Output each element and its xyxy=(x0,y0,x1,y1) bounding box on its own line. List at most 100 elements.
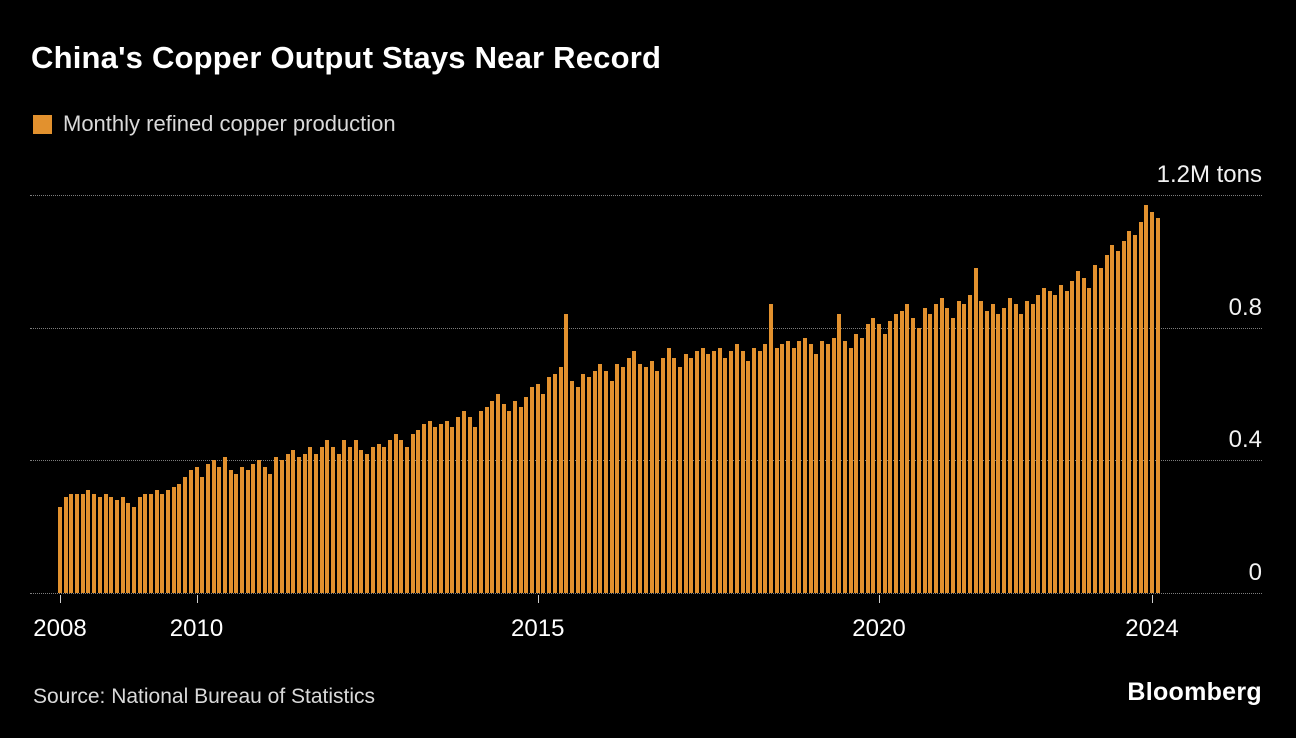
bar xyxy=(649,360,654,593)
bar xyxy=(154,490,159,593)
bar xyxy=(86,490,91,593)
bar xyxy=(137,496,142,593)
bar xyxy=(1081,277,1086,593)
bar xyxy=(1036,294,1041,593)
bar xyxy=(1024,301,1029,593)
bar xyxy=(592,370,597,593)
bar xyxy=(882,334,887,593)
bar xyxy=(854,334,859,593)
bar xyxy=(1059,284,1063,593)
bar xyxy=(501,403,506,593)
bar xyxy=(1115,251,1120,593)
bar xyxy=(456,417,461,593)
bar xyxy=(1104,254,1109,593)
bar xyxy=(450,427,455,593)
legend: Monthly refined copper production xyxy=(33,111,396,137)
bar xyxy=(774,347,779,593)
bar xyxy=(1076,271,1081,593)
bar xyxy=(894,314,899,593)
bar xyxy=(979,301,984,593)
bar xyxy=(427,420,432,593)
bar xyxy=(928,314,933,593)
bar xyxy=(598,364,603,593)
x-axis-label: 2010 xyxy=(169,615,224,642)
bar xyxy=(262,466,267,593)
bar xyxy=(1007,297,1012,593)
bar xyxy=(899,311,904,593)
bar xyxy=(1041,287,1046,593)
y-axis-label: 0 xyxy=(1248,559,1262,586)
bar xyxy=(689,357,694,593)
bar xyxy=(797,340,802,593)
bar xyxy=(1110,244,1115,593)
bar xyxy=(160,493,165,593)
bar xyxy=(945,307,950,593)
bar xyxy=(712,350,717,593)
bar xyxy=(1030,304,1035,593)
x-axis-label: 2015 xyxy=(511,615,565,642)
bar xyxy=(183,476,188,593)
bar xyxy=(217,466,222,593)
bar xyxy=(484,407,489,593)
bar xyxy=(109,496,114,593)
y-axis-label: 1.2M tons xyxy=(1156,161,1262,188)
bar xyxy=(626,357,631,593)
bar xyxy=(359,450,364,593)
bar xyxy=(621,367,626,593)
bar xyxy=(1144,204,1149,593)
bar xyxy=(683,354,688,593)
y-axis-label: 0.8 xyxy=(1228,293,1262,321)
bar xyxy=(604,370,608,593)
bar xyxy=(922,307,927,593)
bar xyxy=(837,314,842,593)
bar xyxy=(916,327,921,593)
bar xyxy=(1138,221,1143,593)
bar xyxy=(996,314,1001,593)
bar xyxy=(467,417,472,593)
bar xyxy=(245,470,250,593)
bar xyxy=(672,357,677,593)
bar xyxy=(575,387,580,593)
bar xyxy=(97,496,102,593)
bar xyxy=(80,493,85,593)
x-axis-tick xyxy=(60,595,61,603)
bar xyxy=(194,466,199,593)
bar xyxy=(734,344,739,593)
bar xyxy=(933,304,938,593)
bar xyxy=(586,377,591,593)
bar xyxy=(877,324,881,593)
legend-label: Monthly refined copper production xyxy=(63,111,396,136)
bar xyxy=(842,340,847,593)
bar xyxy=(1150,211,1154,593)
bar xyxy=(1070,281,1075,593)
bar xyxy=(911,317,916,593)
bar xyxy=(803,337,808,593)
bar xyxy=(228,470,233,593)
bar xyxy=(990,304,995,593)
bar xyxy=(1053,294,1058,593)
bar xyxy=(439,423,444,593)
chart-title: China's Copper Output Stays Near Record xyxy=(31,40,662,75)
bar xyxy=(1121,241,1126,593)
bloomberg-logo: Bloomberg xyxy=(1127,678,1262,706)
bar xyxy=(581,374,586,593)
bar xyxy=(422,423,426,593)
bar xyxy=(92,493,97,593)
bar xyxy=(1019,314,1024,593)
bar xyxy=(143,493,148,593)
bar xyxy=(188,470,193,593)
bar xyxy=(740,350,745,593)
bar xyxy=(103,493,108,593)
bar xyxy=(69,493,74,593)
bar xyxy=(547,377,552,593)
bar xyxy=(490,400,495,593)
bar xyxy=(723,357,728,593)
bar xyxy=(120,496,125,593)
bar xyxy=(968,294,972,593)
bar xyxy=(564,314,569,593)
bar xyxy=(1087,287,1092,593)
bar xyxy=(461,410,466,593)
x-axis-tick xyxy=(1152,595,1153,603)
bar xyxy=(1127,231,1132,593)
bar xyxy=(956,301,961,593)
